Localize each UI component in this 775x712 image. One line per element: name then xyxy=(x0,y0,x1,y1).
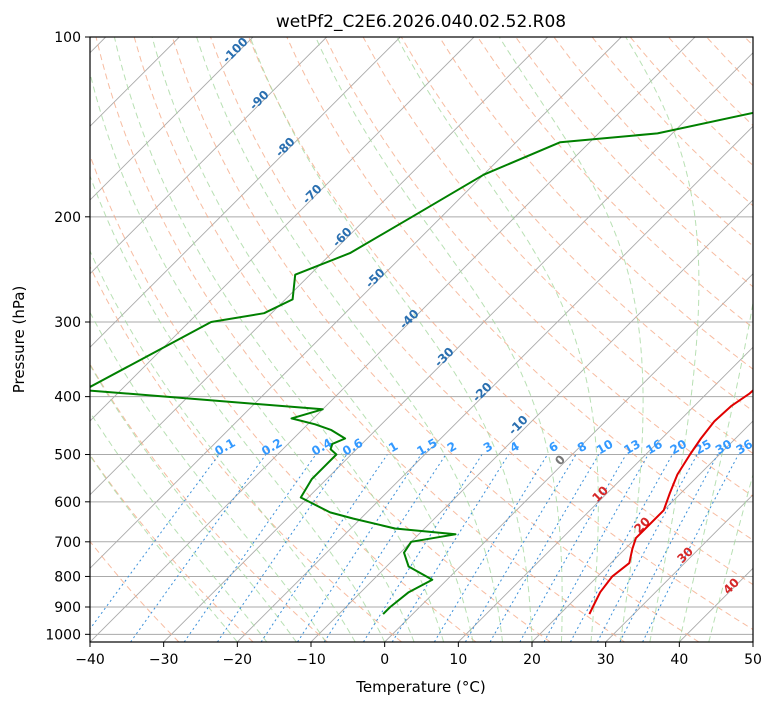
isotherm-line xyxy=(90,37,695,642)
mixing-ratio-line xyxy=(520,455,626,643)
mixing-ratio-label: 0.2 xyxy=(259,436,284,459)
isotherm-line xyxy=(532,37,775,642)
moist-adiabat xyxy=(29,37,356,642)
isotherm-line xyxy=(0,37,327,642)
x-tick-label: −10 xyxy=(296,652,326,668)
isotherm-line xyxy=(0,37,253,642)
isotherm-line xyxy=(0,37,474,642)
moist-adiabat xyxy=(114,37,443,642)
y-tick-label: 500 xyxy=(54,448,81,464)
isotherm-line xyxy=(0,37,400,642)
y-tick-label: 900 xyxy=(54,600,81,616)
dry-adiabat-label: -80 xyxy=(273,135,298,160)
isotherm-line xyxy=(385,37,775,642)
y-tick-label: 700 xyxy=(54,535,81,551)
moist-adiabat xyxy=(0,37,267,642)
mixing-ratio-line xyxy=(324,455,446,643)
dry-adiabat xyxy=(134,37,624,642)
mixing-ratio-label: 3 xyxy=(481,439,495,455)
chart-title: wetPf2_C2E6.2026.040.02.52.R08 xyxy=(276,12,566,32)
moist-adiabat xyxy=(0,37,296,642)
plot-frame xyxy=(90,37,753,642)
isotherm-line xyxy=(679,37,775,642)
y-tick-label: 1000 xyxy=(45,627,81,643)
moist-adiabat xyxy=(82,37,414,642)
x-tick-label: −40 xyxy=(75,652,105,668)
isotherm-line xyxy=(753,37,775,642)
isotherm-line xyxy=(16,37,621,642)
dry-adiabat-label: -60 xyxy=(330,225,355,250)
dry-adiabat xyxy=(439,37,775,642)
mixing-ratio-line xyxy=(465,455,576,643)
x-tick-label: −30 xyxy=(149,652,179,668)
moist-adiabat xyxy=(152,37,473,642)
dry-adiabat-label: -20 xyxy=(470,380,495,405)
x-tick-label: −20 xyxy=(223,652,253,668)
moist-adiabat xyxy=(6,37,326,642)
dry-adiabat-label: -90 xyxy=(247,88,272,113)
dry-adiabat xyxy=(58,37,476,642)
mixing-ratio-line xyxy=(620,455,718,643)
mixing-ratio-line xyxy=(392,455,508,643)
dry-adiabat xyxy=(96,37,550,642)
mixing-ratio-line xyxy=(363,455,482,643)
y-tick-label: 800 xyxy=(54,569,81,585)
x-tick-label: 20 xyxy=(523,652,541,668)
dry-adiabat-label: -10 xyxy=(506,413,531,438)
moist-adiabat-label: 30 xyxy=(674,544,696,566)
x-tick-label: 40 xyxy=(670,652,688,668)
dewpoint-profile-line xyxy=(84,37,775,614)
moist-adiabat xyxy=(316,37,563,642)
dry-adiabat xyxy=(707,37,775,642)
dry-adiabat xyxy=(745,37,775,642)
isotherm-line xyxy=(0,37,548,642)
dry-adiabat-label: -50 xyxy=(363,266,388,291)
x-tick-label: 0 xyxy=(380,652,389,668)
moist-adiabat xyxy=(499,37,643,642)
mixing-ratio-label: 8 xyxy=(575,439,589,455)
x-tick-label: 30 xyxy=(597,652,615,668)
dry-adiabat xyxy=(0,37,253,642)
moist-adiabat xyxy=(397,37,598,642)
x-tick-label: 50 xyxy=(744,652,762,668)
y-tick-label: 100 xyxy=(54,30,81,46)
mixing-ratio-line xyxy=(434,455,547,643)
mixing-ratio-label: 4 xyxy=(508,439,522,455)
moist-adiabat xyxy=(250,37,532,642)
isotherm-line xyxy=(458,37,775,642)
dry-adiabat-label: -100 xyxy=(220,35,251,66)
y-tick-label: 300 xyxy=(54,315,81,331)
mixing-ratio-line xyxy=(570,455,672,643)
isotherm-line xyxy=(237,37,775,642)
y-axis-label: Pressure (hPa) xyxy=(10,286,28,394)
moist-adiabat xyxy=(709,37,775,642)
dry-adiabat-label: -40 xyxy=(397,307,422,332)
y-tick-label: 200 xyxy=(54,210,81,226)
isotherm-line xyxy=(311,37,775,642)
dry-adiabat xyxy=(516,37,775,642)
moist-adiabat-label: 40 xyxy=(720,575,742,597)
dry-adiabat xyxy=(172,37,699,642)
mixing-ratio-line xyxy=(131,455,266,643)
moist-adiabat xyxy=(54,37,385,642)
dry-adiabat-label: -70 xyxy=(300,182,325,207)
mixing-ratio-label: 2 xyxy=(445,439,459,455)
dry-adiabat-label: -30 xyxy=(432,345,457,370)
moist-adiabat xyxy=(0,37,237,642)
x-axis-label: Temperature (°C) xyxy=(355,678,485,696)
x-tick-label: 10 xyxy=(449,652,467,668)
y-tick-label: 400 xyxy=(54,390,81,406)
dry-adiabat xyxy=(0,37,327,642)
y-tick-label: 600 xyxy=(54,495,81,511)
mixing-ratio-label: 1 xyxy=(386,439,400,455)
dry-adiabat xyxy=(478,37,775,642)
